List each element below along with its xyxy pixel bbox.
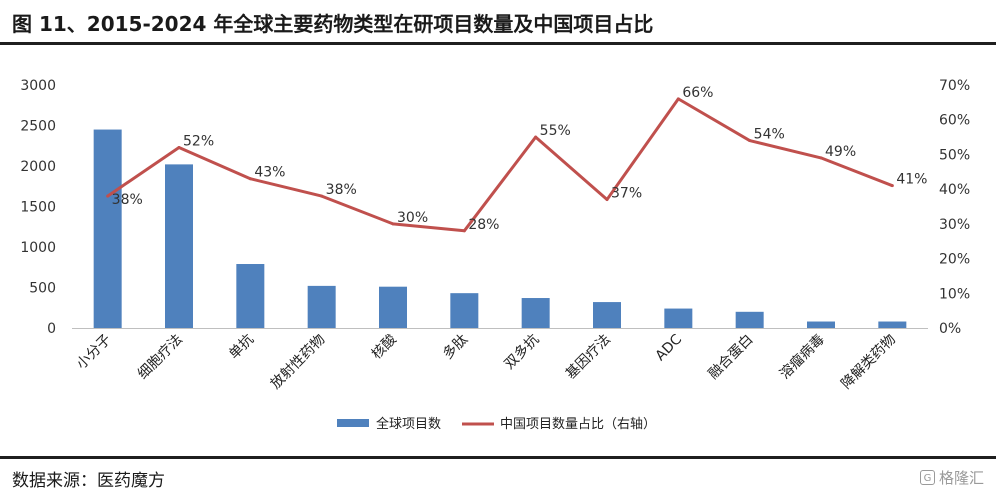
category-label: 基因疗法 <box>562 331 614 383</box>
legend-label: 中国项目数量占比（右轴） <box>500 417 656 432</box>
chart: 0 500 1000 1500 2000 2500 3000 0% 10% 20% 30% 40% 50… <box>20 78 970 432</box>
line-point <box>462 229 466 233</box>
bar <box>450 293 479 328</box>
line-series-path <box>106 97 893 233</box>
category-label: 单抗 <box>226 332 257 363</box>
line-point <box>320 194 324 198</box>
y-left-tick-label: 3000 <box>20 78 56 94</box>
bar <box>521 298 550 328</box>
category-label: 小分子 <box>73 332 114 373</box>
line-point <box>534 135 538 139</box>
category-label: 融合蛋白 <box>706 332 757 383</box>
y-right-tick-label: 30% <box>939 217 970 233</box>
top-rule <box>0 42 996 45</box>
y-left-tick-label: 1000 <box>20 240 56 256</box>
y-left-tick-label: 2500 <box>20 119 56 135</box>
category-label: 双多抗 <box>501 331 543 373</box>
data-label: 41% <box>896 172 927 188</box>
line-point <box>819 156 823 160</box>
y-left-tick-label: 2000 <box>20 159 56 175</box>
y-right-tick-label: 10% <box>939 286 970 302</box>
category-label: 降解类药物 <box>838 332 899 393</box>
y-left-tick-label: 500 <box>29 281 56 297</box>
bar <box>379 286 407 328</box>
category-label: 溶瘤病毒 <box>776 331 828 383</box>
y-left-tick-label: 0 <box>47 321 56 337</box>
bar <box>735 311 764 328</box>
bar <box>93 129 122 328</box>
data-label: 43% <box>254 165 285 181</box>
category-label: 细胞疗法 <box>135 332 186 383</box>
line-point <box>248 177 252 181</box>
y-right-tick-label: 50% <box>939 147 970 163</box>
category-label: 放射性药物 <box>268 332 329 393</box>
brand-watermark: G 格隆汇 <box>919 467 984 488</box>
data-label: 66% <box>682 85 713 101</box>
bar <box>165 164 193 328</box>
data-label: 54% <box>754 127 785 143</box>
brand-logo-icon: G <box>919 470 935 485</box>
line-point <box>106 194 110 198</box>
data-label: 49% <box>825 144 856 160</box>
y-right-tick-label: 40% <box>939 182 970 198</box>
bar <box>593 302 621 328</box>
data-label: 30% <box>397 210 428 226</box>
page-title: 图 11、2015-2024 年全球主要药物类型在研项目数量及中国项目占比 <box>12 12 654 36</box>
y-right-tick-label: 0% <box>939 321 961 337</box>
line-point <box>177 145 181 149</box>
legend-label: 全球项目数 <box>376 416 441 432</box>
data-label: 38% <box>112 192 143 208</box>
line-point <box>890 184 894 188</box>
source-note: 数据来源：医药魔方 <box>12 471 165 491</box>
data-label: 55% <box>540 123 571 139</box>
bottom-rule <box>0 456 996 459</box>
line-point <box>748 139 752 143</box>
data-label: 37% <box>611 186 642 202</box>
y-right-tick-label: 20% <box>939 252 970 268</box>
y-left-tick-label: 1500 <box>20 200 56 216</box>
line-point <box>605 198 609 202</box>
line-point <box>676 97 680 101</box>
legend-bar-swatch <box>337 419 369 427</box>
brand-name: 格隆汇 <box>938 469 984 487</box>
bar <box>236 264 265 328</box>
category-label: 多肽 <box>439 331 471 363</box>
line-point <box>391 222 395 226</box>
bar <box>878 321 907 328</box>
bar <box>664 308 693 328</box>
bar <box>807 321 835 328</box>
data-label: 28% <box>468 217 499 233</box>
data-label: 52% <box>183 133 214 149</box>
y-right-tick-label: 60% <box>939 113 970 129</box>
data-label: 38% <box>326 182 357 198</box>
category-label: ADC <box>653 331 686 364</box>
y-right-tick-label: 70% <box>939 78 970 94</box>
bar <box>307 285 336 328</box>
category-label: 核酸 <box>369 332 400 363</box>
